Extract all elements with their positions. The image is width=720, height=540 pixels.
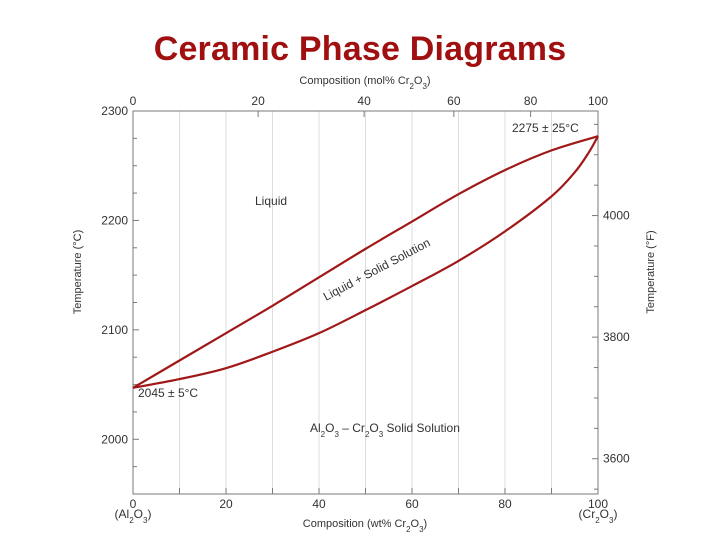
annotation-top-point: 2275 ± 25°C: [512, 121, 579, 135]
left-axis-label: Temperature (°C): [72, 230, 84, 314]
end-label-right: (Cr2O3): [579, 507, 618, 525]
annotation-solid-solution: Al2O3 – Cr2O3 Solid Solution: [310, 421, 460, 439]
slide-title: Ceramic Phase Diagrams: [153, 30, 567, 68]
annotation-bottom-point: 2045 ± 5°C: [138, 386, 198, 400]
top-axis-label: Composition (mol% Cr2O3): [299, 75, 430, 91]
bottom-tick-label: 40: [312, 497, 326, 511]
right-tick-label: 3800: [603, 330, 630, 344]
bottom-axis-label: Composition (wt% Cr2O3): [303, 518, 427, 534]
end-label-left: (Al2O3): [115, 507, 152, 525]
left-axis-ticks: 2000 2100 2200 2300: [101, 104, 139, 495]
bottom-tick-label: 20: [219, 497, 233, 511]
bottom-tick-label: 100: [588, 497, 608, 511]
left-tick-label: 2300: [101, 104, 128, 118]
bottom-tick-label: 60: [405, 497, 419, 511]
grid-lines: [179, 111, 552, 494]
annotation-liquid: Liquid: [255, 194, 287, 208]
left-tick-label: 2100: [101, 323, 128, 337]
phase-curves: [132, 135, 599, 389]
top-tick-label: 0: [130, 94, 137, 108]
top-tick-label: 80: [524, 94, 538, 108]
top-tick-label: 40: [357, 94, 371, 108]
left-tick-label: 2000: [101, 432, 128, 446]
top-tick-label: 100: [588, 94, 608, 108]
right-tick-label: 4000: [603, 209, 630, 223]
annotation-two-phase: Liquid + Solid Solution: [321, 235, 433, 303]
solidus-curve: [132, 135, 599, 389]
bottom-tick-label: 80: [498, 497, 512, 511]
left-tick-label: 2200: [101, 213, 128, 227]
bottom-axis-ticks: 0 20 40 60 80 100: [130, 488, 608, 511]
top-tick-label: 20: [251, 94, 265, 108]
bottom-tick-label: 0: [130, 497, 137, 511]
right-axis-label: Temperature (°F): [645, 230, 657, 313]
top-axis-ticks: 0 20 40 60 80 100: [130, 94, 608, 117]
top-tick-label: 60: [447, 94, 461, 108]
right-tick-label: 3600: [603, 452, 630, 466]
right-axis-ticks: 3600 3800 4000: [592, 123, 630, 490]
liquidus-curve: [132, 135, 599, 389]
